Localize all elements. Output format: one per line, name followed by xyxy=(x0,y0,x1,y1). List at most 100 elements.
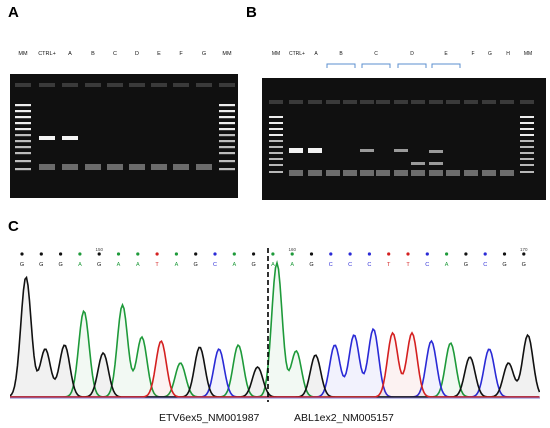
well xyxy=(151,83,167,87)
ladder-band xyxy=(269,164,283,166)
base-call: A xyxy=(117,262,121,268)
primer-band xyxy=(411,170,425,176)
panel-a-lane-label: E xyxy=(157,51,161,57)
base-call: C xyxy=(483,262,487,268)
base-call: G xyxy=(58,262,62,268)
base-call: A xyxy=(290,262,294,268)
base-dot xyxy=(290,252,294,256)
well xyxy=(129,83,145,87)
base-call: G xyxy=(502,262,506,268)
ladder-band xyxy=(269,171,283,173)
ladder-band xyxy=(15,168,31,171)
base-dot xyxy=(522,252,526,256)
ladder-band xyxy=(269,158,283,160)
base-dot xyxy=(348,252,352,256)
ladder-band xyxy=(219,160,235,163)
base-call: G xyxy=(309,262,313,268)
trace-A xyxy=(10,260,540,398)
primer-band xyxy=(151,164,167,170)
base-dot xyxy=(174,252,178,256)
ladder-band xyxy=(269,146,283,148)
product-band xyxy=(39,136,55,140)
base-call: G xyxy=(20,262,24,268)
well xyxy=(411,100,425,104)
primer-band xyxy=(129,164,145,170)
panel-b-letter: B xyxy=(246,4,257,21)
base-dot xyxy=(406,252,410,256)
well xyxy=(520,100,534,104)
base-dot xyxy=(502,252,507,256)
well xyxy=(482,100,496,104)
panel-b-group-label: E xyxy=(444,51,448,57)
base-dot xyxy=(425,252,429,256)
peak-number: 170 xyxy=(520,247,528,252)
primer-band xyxy=(482,170,496,176)
ladder-band xyxy=(269,116,283,118)
well xyxy=(173,83,189,87)
base-dot xyxy=(39,252,43,256)
base-call: C xyxy=(348,262,352,268)
ladder-band xyxy=(520,158,534,160)
base-call: A xyxy=(175,262,179,268)
panel-b-group-label: C xyxy=(374,51,378,57)
panel-b-lane-label: F xyxy=(471,51,475,57)
primer-band xyxy=(173,164,189,170)
primer-band xyxy=(446,170,460,176)
base-dot xyxy=(309,252,314,256)
well xyxy=(85,83,101,87)
well xyxy=(219,83,235,87)
product-band xyxy=(308,148,322,153)
base-dot xyxy=(78,252,82,256)
trace-T xyxy=(10,331,540,398)
panel-c-chromatogram: G G G A G A A T A G C A G A A G C C C T T C A G C G G 150 160 170 xyxy=(10,247,540,402)
well xyxy=(446,100,460,104)
ladder-band xyxy=(520,116,534,118)
ladder-band xyxy=(219,128,235,131)
ladder-band xyxy=(520,164,534,166)
base-dot xyxy=(20,252,24,256)
primer-band xyxy=(39,164,55,170)
panel-a-lane-label: A xyxy=(68,51,72,57)
base-call: A xyxy=(78,262,82,268)
ladder-band xyxy=(15,122,31,125)
panel-a-lane-label: G xyxy=(201,51,207,57)
primer-band xyxy=(62,164,78,170)
ladder-band xyxy=(269,122,283,124)
abl1-label: ABL1ex2_NM005157 xyxy=(294,412,394,424)
base-dot xyxy=(367,252,371,256)
base-call: A xyxy=(445,262,449,268)
ladder-band xyxy=(15,128,31,131)
base-dot xyxy=(194,252,198,256)
faint-band xyxy=(429,150,443,153)
base-dot xyxy=(213,252,217,256)
base-call: G xyxy=(39,262,43,268)
trace-fill-C xyxy=(10,329,540,398)
ladder-band xyxy=(219,146,235,149)
panel-b-group-label: D xyxy=(410,51,414,57)
well xyxy=(107,83,123,87)
panel-a-letter: A xyxy=(8,4,19,21)
ladder-band xyxy=(15,116,31,119)
ladder-band xyxy=(15,160,31,163)
ladder-band xyxy=(520,146,534,148)
base-call: T xyxy=(155,262,159,268)
panel-b-group-label: B xyxy=(339,51,343,57)
well xyxy=(15,83,31,87)
well xyxy=(376,100,390,104)
ladder-band xyxy=(219,168,235,171)
panel-a-gel-image xyxy=(15,83,235,171)
group-bracket xyxy=(397,63,427,68)
well xyxy=(308,100,322,104)
well xyxy=(429,100,443,104)
faint-band xyxy=(360,149,374,152)
primer-band xyxy=(308,170,322,176)
base-dot xyxy=(136,252,140,256)
peak-number: 160 xyxy=(288,247,296,252)
primer-band xyxy=(326,170,340,176)
primer-band xyxy=(85,164,101,170)
panel-b-lane-label: A xyxy=(314,51,318,57)
peak-number: 150 xyxy=(95,247,103,252)
group-bracket xyxy=(431,63,461,68)
base-call: C xyxy=(329,262,333,268)
base-call: G xyxy=(194,262,198,268)
